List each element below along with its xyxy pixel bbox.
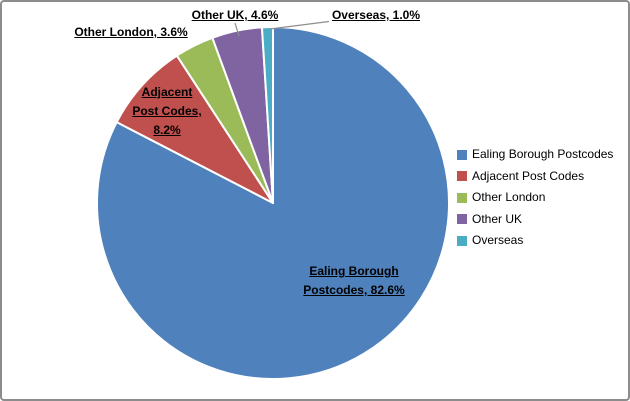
legend-label: Other London	[472, 190, 546, 204]
pie	[96, 26, 450, 380]
legend-item-adjacent-post-codes[interactable]: Adjacent Post Codes	[457, 168, 613, 183]
legend-item-other-uk[interactable]: Other UK	[457, 211, 613, 226]
leader-line-overseas	[269, 20, 330, 30]
legend-label: Ealing Borough Postcodes	[472, 147, 614, 161]
legend-item-other-london[interactable]: Other London	[457, 190, 613, 204]
legend: Ealing Borough Postcodes Adjacent Post C…	[457, 147, 614, 257]
leader-line-other-uk	[234, 22, 240, 37]
legend-swatch-icon	[457, 214, 467, 224]
data-label-other-uk: Other UK, 4.6%	[191, 8, 279, 22]
data-label-adjacent-post-codes: Adjacent Post Codes, 8.2%	[132, 85, 202, 137]
legend-swatch-icon	[457, 171, 467, 181]
legend-item-ealing-borough-postcodes[interactable]: Ealing Borough Postcodes	[457, 147, 614, 161]
legend-label: Adjacent Post Codes	[472, 168, 585, 183]
legend-swatch-icon	[457, 235, 467, 246]
data-label-other-london: Other London, 3.6%	[74, 25, 188, 39]
pie-slice-overseas[interactable]	[260, 26, 274, 204]
legend-label: Other UK	[472, 211, 523, 226]
data-label-overseas: Overseas, 1.0%	[331, 8, 421, 22]
legend-swatch-icon	[457, 192, 467, 203]
data-label-ealing-borough-postcodes: Ealing Borough Postcodes, 82.6%	[303, 264, 405, 297]
pie-slice-adjacent-post-codes[interactable]	[115, 54, 274, 204]
legend-label: Overseas	[472, 233, 524, 247]
legend-swatch-icon	[457, 149, 467, 160]
legend-item-overseas[interactable]: Overseas	[457, 233, 613, 247]
